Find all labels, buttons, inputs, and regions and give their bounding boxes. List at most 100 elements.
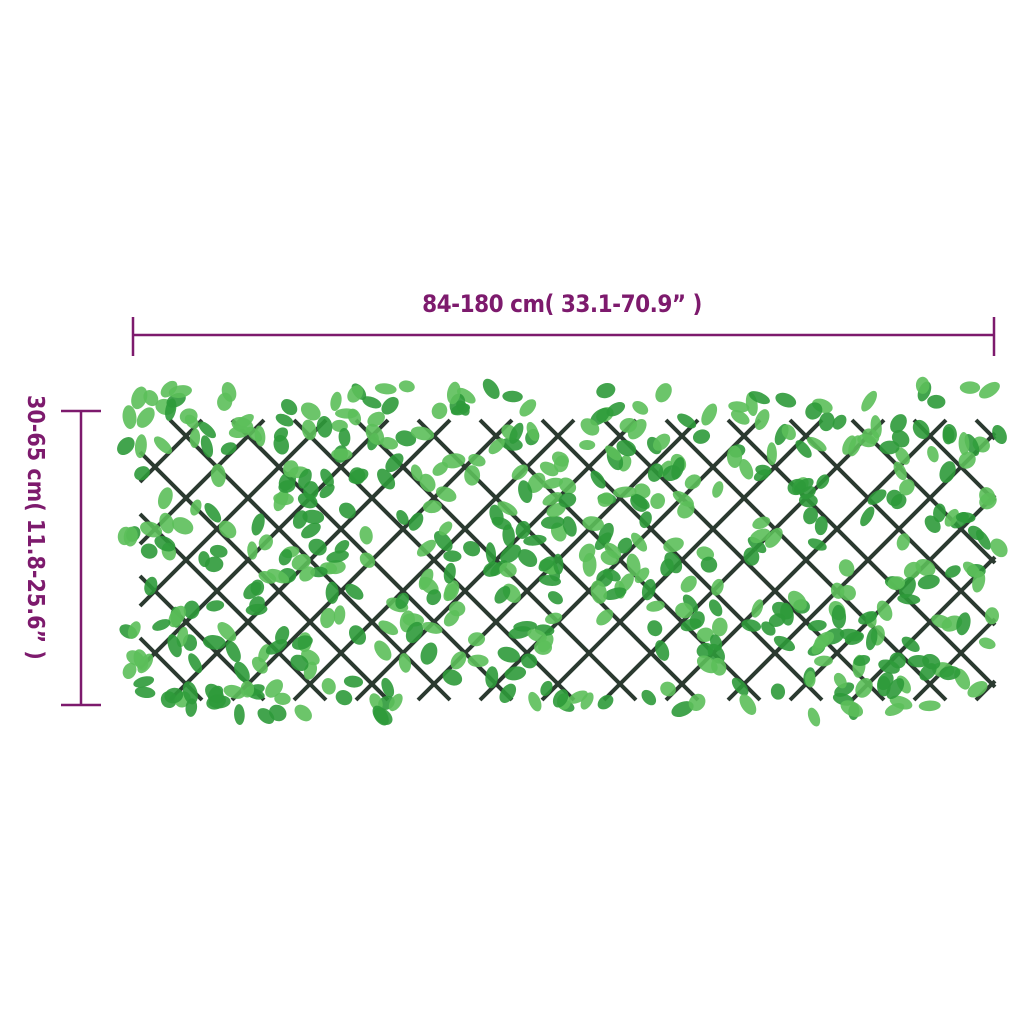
leaf [603, 587, 627, 601]
leaf [265, 639, 288, 655]
leaf [179, 408, 198, 425]
leaf [122, 405, 137, 429]
leaf [730, 410, 750, 425]
leaf [770, 683, 786, 700]
leaf [805, 402, 823, 420]
leaf [838, 559, 855, 577]
leaf [172, 517, 194, 535]
leaf [233, 413, 254, 431]
leaf [579, 439, 596, 451]
leaf [542, 477, 564, 489]
leaf [500, 544, 522, 564]
leaf [517, 549, 538, 568]
leaf [939, 666, 961, 681]
leaf [606, 402, 626, 417]
leaf [959, 381, 981, 394]
leaf [861, 390, 877, 412]
leaf [741, 619, 762, 632]
leaf [876, 600, 893, 621]
leaf [979, 492, 997, 510]
leaf [958, 451, 976, 469]
leaf [616, 439, 637, 457]
leaf [468, 632, 486, 647]
leaf [708, 599, 723, 617]
leaf [515, 520, 531, 539]
leaf [374, 383, 397, 395]
leaf [494, 586, 511, 604]
leaf [359, 552, 376, 568]
leaf [992, 424, 1007, 445]
leaf [731, 677, 749, 696]
leaf [956, 612, 971, 636]
leaf [712, 481, 724, 498]
leaf [240, 680, 255, 698]
leaf [634, 567, 650, 584]
leaf [438, 521, 453, 536]
leaf [521, 653, 538, 669]
leaf [410, 426, 435, 441]
leaf [206, 600, 225, 612]
leaf [811, 634, 829, 655]
leaves [117, 376, 1008, 727]
leaf [348, 468, 369, 484]
leaf [220, 442, 237, 455]
leaf [380, 437, 399, 450]
leaf [795, 440, 812, 458]
leaf [290, 654, 309, 672]
leaf [511, 464, 529, 480]
leaf [878, 659, 900, 674]
leaf [696, 655, 718, 674]
leaf [419, 473, 436, 492]
leaf [426, 589, 442, 606]
leaf [269, 704, 287, 722]
leaf [967, 525, 984, 541]
leaf [395, 430, 417, 447]
leaf [398, 653, 412, 673]
leaf [154, 535, 176, 552]
leaf [189, 428, 201, 448]
leaf [562, 516, 577, 537]
leaf [349, 625, 367, 645]
leaf [664, 551, 683, 574]
leaf [140, 521, 163, 538]
leaf [680, 575, 697, 593]
leaf [291, 635, 313, 650]
leaf [153, 436, 173, 454]
leaf [582, 552, 597, 577]
leaf [518, 480, 533, 504]
leaf [273, 492, 294, 506]
leaf [325, 560, 346, 575]
leaf [443, 550, 462, 562]
leaf [927, 445, 939, 463]
leaf [444, 580, 460, 601]
leaf [396, 510, 409, 525]
leaf [225, 640, 241, 663]
leaf [739, 694, 757, 715]
leaf [374, 640, 392, 661]
leaf [818, 412, 835, 432]
height-dimension-label: 30-65 cm( 11.8-25.6” ) [22, 395, 48, 660]
leaf [655, 383, 672, 403]
leaf [338, 428, 351, 447]
leaf [527, 629, 547, 642]
leaf [927, 394, 946, 409]
leaf [467, 654, 489, 668]
leaf [335, 408, 359, 419]
leaf [672, 490, 694, 507]
leaf [605, 445, 622, 461]
leaf [596, 382, 616, 399]
leaf [316, 415, 333, 438]
leaf [388, 693, 403, 712]
leaf [990, 538, 1008, 558]
leaf [839, 584, 856, 601]
leaf [787, 590, 807, 611]
leaf [639, 511, 652, 529]
leaf [918, 700, 941, 712]
leaf [816, 474, 830, 489]
leaf [217, 622, 237, 642]
leaf [300, 402, 321, 421]
leaf [646, 600, 665, 612]
leaf [347, 385, 364, 403]
leaf [281, 399, 298, 416]
